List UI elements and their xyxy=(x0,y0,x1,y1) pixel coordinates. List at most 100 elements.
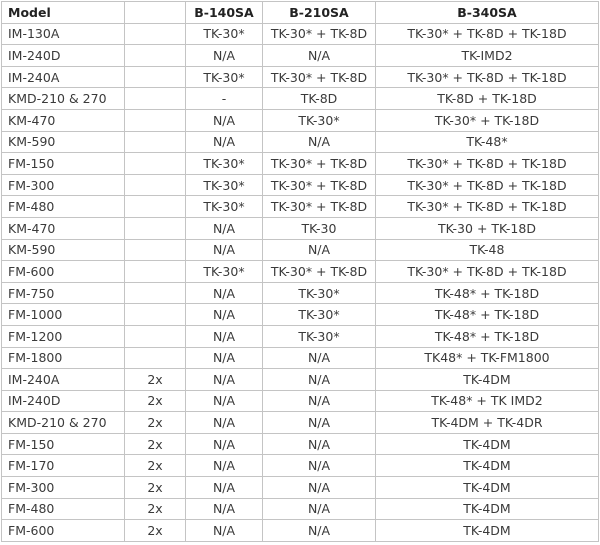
table-row: FM-170 2x N/A N/A TK-4DM xyxy=(1,454,599,478)
table-cell: N/A xyxy=(185,368,263,391)
table-cell: FM-1800 xyxy=(1,346,125,370)
table-cell: TK-30* + TK-8D xyxy=(262,65,376,89)
table-row: FM-300 TK-30* TK-30* + TK-8D TK-30* + TK-8D… xyxy=(1,173,599,197)
table-cell: 2x xyxy=(124,411,186,434)
table-cell xyxy=(124,324,186,348)
table-cell: TK-30* xyxy=(185,260,263,283)
table-cell xyxy=(124,303,186,326)
table-cell: TK48* + TK-FM1800 xyxy=(375,346,599,370)
table-cell: TK-4DM xyxy=(375,519,599,542)
table-cell: N/A xyxy=(262,389,376,413)
table-cell: N/A xyxy=(185,44,263,67)
table-row: FM-1000 N/A TK-30* TK-48* + TK-18D xyxy=(1,303,599,326)
table-cell: TK-30* xyxy=(262,324,376,348)
table-cell: N/A xyxy=(185,216,263,240)
table-cell: TK-30* + TK-8D xyxy=(262,173,376,197)
table-cell: N/A xyxy=(262,238,376,262)
table-cell xyxy=(124,87,186,110)
table-cell: TK-30* + TK-18D xyxy=(375,108,599,132)
table-cell: FM-1200 xyxy=(1,324,125,348)
table-cell: KM-470 xyxy=(1,108,125,132)
table-cell: TK-4DM xyxy=(375,432,599,456)
table-cell: TK-4DM xyxy=(375,476,599,499)
table-cell xyxy=(124,130,186,154)
table-cell: FM-150 xyxy=(1,432,125,456)
header-cell xyxy=(124,1,186,24)
table-cell: N/A xyxy=(185,454,263,478)
table-cell xyxy=(124,195,186,218)
table-cell: TK-48* + TK-18D xyxy=(375,324,599,348)
table-cell: FM-480 xyxy=(1,497,125,521)
table-cell: TK-30* xyxy=(262,281,376,305)
table-cell: N/A xyxy=(185,346,263,370)
table-cell: TK-30* xyxy=(185,65,263,89)
table-cell: - xyxy=(185,87,263,110)
table-row: KM-470 N/A TK-30* TK-30* + TK-18D xyxy=(1,108,599,132)
table-cell: N/A xyxy=(185,238,263,262)
table-cell: KMD-210 & 270 xyxy=(1,87,125,110)
table-cell: KM-590 xyxy=(1,130,125,154)
table-row: IM-240A TK-30* TK-30* + TK-8D TK-30* + TK-8… xyxy=(1,65,599,89)
table-cell: TK-8D xyxy=(262,87,376,110)
table-cell xyxy=(124,346,186,370)
table-cell: TK-30* xyxy=(185,152,263,175)
table-cell: TK-4DM xyxy=(375,497,599,521)
table-cell: N/A xyxy=(262,346,376,370)
table-cell: TK-30* + TK-8D xyxy=(262,195,376,218)
table-cell: IM-130A xyxy=(1,22,125,46)
table-cell: 2x xyxy=(124,476,186,499)
table-row: FM-1800 N/A N/A TK48* + TK-FM1800 xyxy=(1,346,599,370)
table-cell: N/A xyxy=(262,454,376,478)
table-cell: TK-48 xyxy=(375,238,599,262)
table-row: KM-470 N/A TK-30 TK-30 + TK-18D xyxy=(1,216,599,240)
table-cell xyxy=(124,108,186,132)
table-cell: N/A xyxy=(185,411,263,434)
table-cell: TK-48* + TK-18D xyxy=(375,281,599,305)
table-cell xyxy=(124,152,186,175)
table-cell: N/A xyxy=(185,476,263,499)
table-row: FM-300 2x N/A N/A TK-4DM xyxy=(1,476,599,499)
table-cell: N/A xyxy=(185,324,263,348)
table-cell: N/A xyxy=(262,519,376,542)
table-cell: IM-240A xyxy=(1,65,125,89)
table-cell: 2x xyxy=(124,519,186,542)
table-row: KMD-210 & 270 2x N/A N/A TK-4DM + TK-4DR xyxy=(1,411,599,434)
table-cell: TK-8D + TK-18D xyxy=(375,87,599,110)
table-cell: FM-170 xyxy=(1,454,125,478)
table-cell: TK-30* + TK-8D + TK-18D xyxy=(375,173,599,197)
table-row: KM-590 N/A N/A TK-48 xyxy=(1,238,599,262)
table-cell: IM-240A xyxy=(1,368,125,391)
table-cell: 2x xyxy=(124,389,186,413)
table-cell: TK-30* + TK-8D xyxy=(262,22,376,46)
table-row: IM-240D 2x N/A N/A TK-48* + TK IMD2 xyxy=(1,389,599,413)
table-cell: TK-IMD2 xyxy=(375,44,599,67)
table-row: IM-130A TK-30* TK-30* + TK-8D TK-30* + TK-8… xyxy=(1,22,599,46)
table-cell: 2x xyxy=(124,368,186,391)
header-cell: B-210SA xyxy=(262,1,376,24)
table-cell: N/A xyxy=(185,432,263,456)
table-cell: TK-30* + TK-8D + TK-18D xyxy=(375,260,599,283)
table-cell: TK-48* xyxy=(375,130,599,154)
table-cell: TK-30* + TK-8D + TK-18D xyxy=(375,65,599,89)
table-cell: 2x xyxy=(124,432,186,456)
table-cell: TK-30* + TK-8D xyxy=(262,260,376,283)
table-row: FM-150 2x N/A N/A TK-4DM xyxy=(1,432,599,456)
table-cell: 2x xyxy=(124,454,186,478)
header-cell: B-340SA xyxy=(375,1,599,24)
table-cell: KMD-210 & 270 xyxy=(1,411,125,434)
table-cell xyxy=(124,281,186,305)
table-cell: TK-48* + TK-18D xyxy=(375,303,599,326)
table-cell: TK-4DM xyxy=(375,368,599,391)
table-cell: N/A xyxy=(262,411,376,434)
table-cell: FM-600 xyxy=(1,519,125,542)
table-row: IM-240A 2x N/A N/A TK-4DM xyxy=(1,368,599,391)
table-cell: FM-150 xyxy=(1,152,125,175)
table-cell: TK-30 + TK-18D xyxy=(375,216,599,240)
table-cell: N/A xyxy=(262,130,376,154)
table-cell: N/A xyxy=(185,519,263,542)
table-row: IM-240D N/A N/A TK-IMD2 xyxy=(1,44,599,67)
table-cell: N/A xyxy=(262,432,376,456)
table-cell: TK-30* xyxy=(185,173,263,197)
table-cell xyxy=(124,44,186,67)
